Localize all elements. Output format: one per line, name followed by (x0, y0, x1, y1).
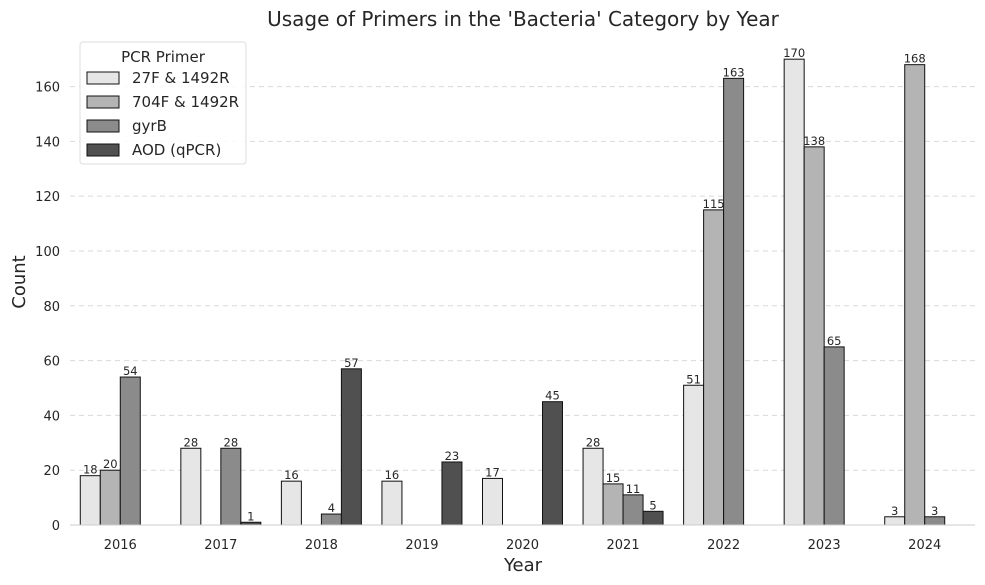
data-label: 57 (344, 356, 359, 370)
y-tick-label: 160 (35, 81, 60, 96)
data-label: 54 (123, 364, 138, 378)
bar (582, 447, 604, 526)
bar (924, 516, 946, 526)
y-tick-label: 20 (43, 464, 60, 479)
bar (320, 513, 342, 526)
chart-title: Usage of Primers in the 'Bacteria' Categ… (267, 7, 780, 31)
data-label: 28 (224, 435, 239, 449)
grid-lines (70, 86, 975, 471)
legend-label: 704F & 1492R (132, 93, 239, 111)
legend-box (79, 41, 247, 165)
data-label: 11 (626, 482, 641, 496)
bar (683, 384, 705, 526)
data-label: 28 (184, 435, 199, 449)
bar (220, 447, 242, 526)
data-label: 3 (931, 504, 938, 518)
x-tick-label: 2018 (305, 538, 338, 553)
data-label: 170 (783, 46, 805, 60)
data-label: 23 (445, 449, 460, 463)
bar (642, 510, 664, 526)
x-axis-label: Year (503, 555, 543, 576)
data-label: 138 (803, 134, 825, 148)
bar (803, 146, 825, 526)
data-label: 65 (827, 334, 842, 348)
y-tick-label: 140 (35, 135, 60, 150)
bar (119, 376, 141, 526)
legend-items: 27F & 1492R 704F & 1492R gyrB AOD (qPCR) (86, 69, 239, 159)
x-tick-label: 2020 (506, 538, 539, 553)
data-label: 45 (545, 389, 560, 403)
legend-title: PCR Primer (121, 48, 206, 66)
legend-swatch (86, 119, 120, 133)
bar (783, 58, 805, 526)
bar (79, 475, 101, 526)
legend-swatch (86, 95, 120, 109)
data-label: 20 (103, 457, 118, 471)
x-tick-labels: 2016 2017 2018 2019 2020 2021 2022 2023 2024 (104, 538, 942, 553)
legend-label: gyrB (132, 117, 167, 135)
y-tick-label: 120 (35, 190, 60, 205)
data-label: 51 (686, 372, 701, 386)
data-label: 16 (284, 468, 299, 482)
x-tick-label: 2024 (908, 538, 941, 553)
data-label: 115 (703, 197, 725, 211)
legend: PCR Primer 27F & 1492R 704F & 1492R gyrB AO… (79, 41, 247, 165)
y-tick-label: 80 (43, 300, 60, 315)
y-tick-label: 0 (52, 519, 60, 534)
bar (542, 401, 563, 526)
y-tick-labels: 0 20 40 60 80 100 120 140 160 (35, 81, 60, 534)
bar (703, 209, 725, 526)
x-tick-label: 2022 (707, 538, 740, 553)
x-tick-label: 2023 (808, 538, 841, 553)
data-label: 4 (328, 501, 335, 515)
bar (823, 346, 845, 526)
bar (904, 64, 926, 526)
bar (280, 480, 302, 526)
x-tick-label: 2021 (607, 538, 640, 553)
data-label: 17 (485, 465, 500, 479)
data-label: 3 (891, 504, 898, 518)
data-label: 168 (904, 52, 926, 66)
bar (622, 494, 644, 526)
x-tick-label: 2019 (405, 538, 438, 553)
bar (723, 77, 745, 526)
y-tick-label: 40 (43, 409, 60, 424)
data-label: 5 (649, 498, 656, 512)
data-label: 18 (83, 463, 98, 477)
bar (340, 368, 362, 526)
y-tick-label: 100 (35, 245, 60, 260)
data-label: 15 (606, 471, 621, 485)
bar (482, 477, 503, 526)
bar (99, 469, 121, 526)
bar (441, 461, 463, 526)
legend-label: AOD (qPCR) (132, 141, 221, 159)
y-tick-label: 60 (43, 355, 60, 370)
legend-swatch (86, 143, 120, 157)
data-label: 1 (247, 509, 254, 523)
legend-label: 27F & 1492R (132, 69, 230, 87)
data-label: 16 (385, 468, 400, 482)
bar (381, 480, 403, 526)
bar (884, 516, 906, 526)
y-axis-label: Count (9, 255, 30, 308)
bars (79, 58, 946, 526)
data-label: 163 (723, 65, 745, 79)
bar (180, 447, 202, 526)
bar (602, 483, 624, 526)
x-tick-label: 2017 (204, 538, 237, 553)
x-tick-label: 2016 (104, 538, 137, 553)
legend-swatch (86, 71, 120, 85)
data-label: 28 (586, 435, 601, 449)
